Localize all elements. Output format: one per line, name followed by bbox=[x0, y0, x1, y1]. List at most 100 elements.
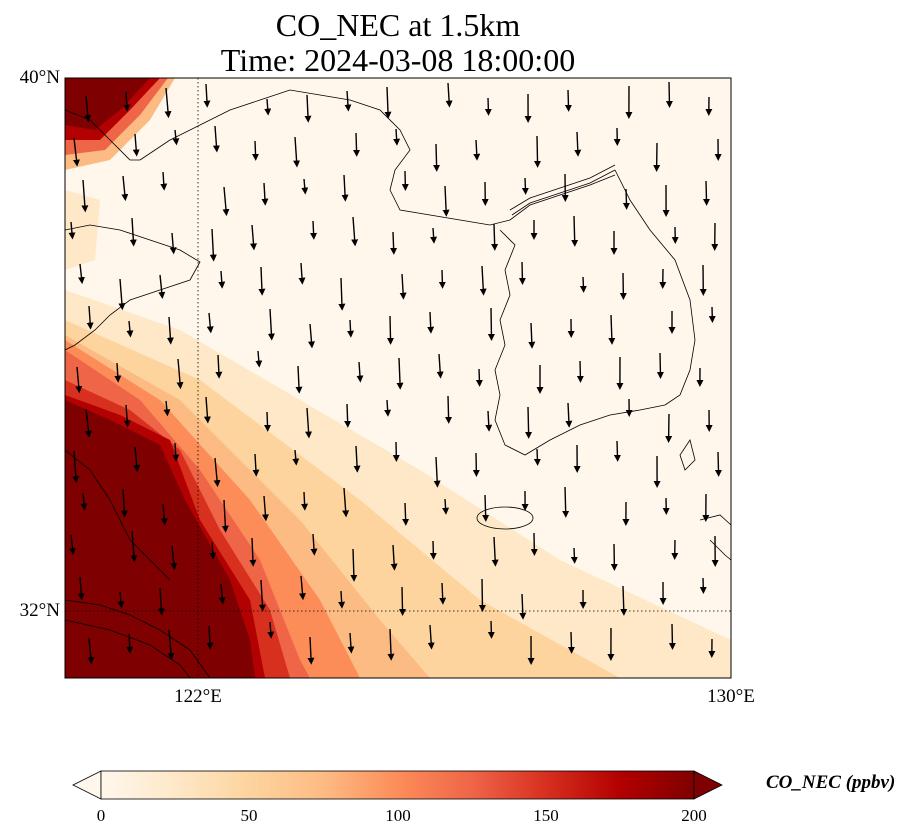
wind-arrow bbox=[665, 81, 673, 108]
wind-arrow bbox=[562, 486, 570, 518]
wind-arrow bbox=[72, 450, 80, 484]
wind-arrow bbox=[176, 358, 184, 390]
wind-arrow bbox=[120, 488, 128, 518]
wind-arrow bbox=[351, 216, 359, 247]
wind-arrow bbox=[310, 533, 318, 556]
wind-arrow bbox=[292, 449, 300, 466]
wind-arrow bbox=[81, 179, 89, 213]
colorbar-tick-200: 200 bbox=[681, 806, 707, 825]
wind-arrow bbox=[123, 404, 131, 428]
wind-arrow bbox=[305, 407, 313, 439]
wind-arrow bbox=[264, 411, 272, 432]
wind-arrow bbox=[252, 140, 260, 161]
wind-arrow bbox=[571, 215, 579, 247]
wind-arrow bbox=[387, 628, 395, 661]
concentration-field bbox=[65, 78, 731, 678]
wind-arrow bbox=[445, 82, 453, 108]
wind-arrow bbox=[475, 368, 483, 387]
wind-arrow bbox=[209, 541, 217, 560]
wind-arrow bbox=[261, 495, 269, 522]
lat-label-32n: 32°N bbox=[19, 600, 60, 621]
wind-arrow bbox=[393, 128, 401, 146]
wind-arrow bbox=[399, 273, 407, 300]
lat-label-40n: 40°N bbox=[19, 67, 60, 88]
wind-arrow bbox=[206, 312, 214, 334]
wind-arrow bbox=[338, 277, 346, 311]
wind-arrow bbox=[702, 180, 710, 206]
wind-arrow bbox=[519, 593, 527, 620]
wind-arrow bbox=[160, 503, 168, 526]
wind-arrow bbox=[301, 178, 309, 195]
wind-arrow bbox=[86, 305, 94, 330]
wind-arrow bbox=[668, 623, 676, 650]
wind-arrow bbox=[167, 629, 175, 661]
wind-arrow bbox=[267, 308, 275, 341]
wind-arrow bbox=[656, 352, 664, 379]
wind-arrow bbox=[213, 457, 221, 488]
wind-arrow bbox=[487, 307, 495, 341]
wind-arrow bbox=[264, 98, 272, 116]
wind-arrow bbox=[386, 315, 394, 345]
wind-arrow bbox=[344, 403, 352, 428]
wind-arrow bbox=[255, 350, 263, 368]
wind-arrow bbox=[68, 221, 76, 240]
wind-arrow bbox=[433, 143, 441, 172]
wind-arrow bbox=[218, 270, 226, 289]
wind-arrow bbox=[344, 90, 352, 112]
wind-arrow bbox=[622, 188, 630, 210]
wind-arrow bbox=[384, 86, 392, 119]
wind-arrow bbox=[570, 547, 578, 564]
wind-arrow bbox=[565, 402, 573, 428]
wind-arrow bbox=[579, 276, 587, 293]
wind-arrow bbox=[479, 265, 487, 296]
wind-arrow bbox=[75, 366, 83, 394]
wind-arrow bbox=[473, 139, 481, 161]
lon-label-122e: 122°E bbox=[174, 686, 222, 707]
colorbar-extend-low bbox=[72, 770, 102, 800]
colorbar-extend-high bbox=[693, 770, 723, 800]
wind-arrow bbox=[221, 499, 229, 533]
wind-arrow bbox=[121, 175, 129, 202]
chart-title-line2: Time: 2024-03-08 18:00:00 bbox=[220, 42, 576, 78]
wind-arrow bbox=[350, 548, 358, 582]
wind-vectors bbox=[68, 81, 722, 665]
wind-arrow bbox=[353, 445, 361, 473]
colorbar bbox=[72, 770, 723, 800]
wind-arrow bbox=[567, 631, 575, 654]
wind-arrow bbox=[427, 311, 435, 334]
wind-arrow bbox=[487, 620, 495, 639]
colorbar-tick-0: 0 bbox=[96, 806, 106, 825]
wind-arrow bbox=[430, 227, 438, 244]
wind-arrow bbox=[130, 530, 138, 563]
wind-arrow bbox=[250, 224, 257, 251]
wind-arrow bbox=[84, 95, 92, 123]
wind-arrow bbox=[298, 575, 306, 601]
wind-arrow bbox=[160, 171, 168, 191]
wind-arrow bbox=[608, 314, 616, 345]
wind-arrow bbox=[258, 579, 266, 612]
wind-arrow bbox=[402, 502, 410, 526]
wind-arrow bbox=[307, 636, 315, 665]
wind-arrow bbox=[126, 633, 134, 654]
wind-arrow bbox=[390, 231, 398, 255]
wind-arrow bbox=[252, 453, 260, 477]
wind-arrow bbox=[117, 591, 125, 609]
colorbar-label: CO_NEC (ppbv) bbox=[766, 772, 896, 793]
colorbar-tick-100: 100 bbox=[385, 806, 411, 825]
wind-arrow bbox=[209, 228, 217, 262]
wind-arrow bbox=[342, 487, 350, 518]
wind-arrow bbox=[347, 319, 355, 338]
colorbar-tick-50: 50 bbox=[240, 806, 258, 825]
wind-arrow bbox=[613, 440, 621, 462]
wind-arrow bbox=[129, 217, 137, 247]
wind-arrow bbox=[714, 451, 722, 477]
colorbar-gradient bbox=[101, 771, 694, 799]
wind-arrow bbox=[301, 491, 309, 511]
wind-arrow bbox=[433, 456, 441, 488]
wind-arrow bbox=[304, 94, 312, 123]
wind-arrow bbox=[123, 91, 131, 112]
wind-arrow bbox=[396, 357, 404, 390]
wind-arrow bbox=[172, 129, 180, 146]
wind-arrow bbox=[429, 540, 437, 560]
